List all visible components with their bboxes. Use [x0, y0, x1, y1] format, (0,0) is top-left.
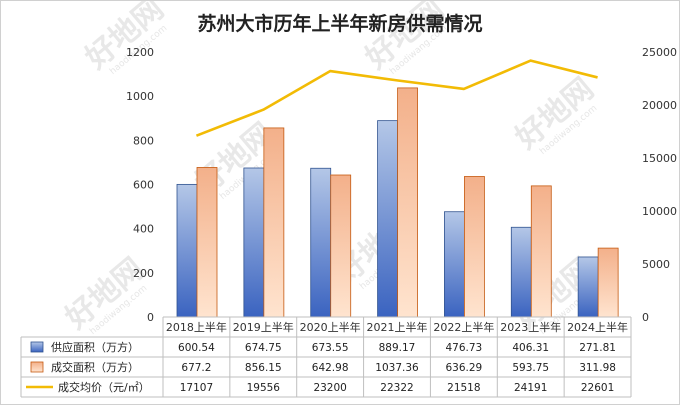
bar-transaction-6 [598, 248, 618, 317]
table-cell-0-3: 889.17 [379, 342, 416, 354]
table-cell-1-1: 856.15 [245, 362, 282, 374]
table-cell-2-1: 19556 [247, 382, 281, 394]
table-cell-1-6: 311.98 [579, 362, 616, 374]
bar-transaction-0 [197, 167, 217, 317]
left-axis-tick-600: 600 [133, 179, 154, 192]
bar-supply-6 [578, 257, 598, 317]
right-axis-tick-5000: 5000 [642, 258, 670, 271]
right-axis-tick-25000: 25000 [642, 46, 677, 59]
table-cell-0-2: 673.55 [312, 342, 349, 354]
legend-key-1 [31, 362, 43, 372]
table-cell-1-4: 636.29 [445, 362, 482, 374]
bar-transaction-5 [531, 186, 551, 317]
right-axis: 0 5000 10000 15000 20000 25000 [642, 46, 677, 324]
bar-supply-5 [511, 227, 531, 317]
table-cell-0-1: 674.75 [245, 342, 282, 354]
bar-supply-4 [444, 212, 464, 317]
data-table: 2018上半年 2019上半年 2020上半年 2021上半年 2022上半年 2023上… [21, 317, 631, 397]
table-cell-2-2: 23200 [313, 382, 346, 394]
category-label-1: 2019上半年 [233, 320, 294, 334]
table-cell-2-4: 21518 [447, 382, 480, 394]
table-cell-1-2: 642.98 [312, 362, 349, 374]
category-label-4: 2022上半年 [433, 320, 494, 334]
bar-supply-2 [311, 168, 331, 317]
left-axis-tick-1200: 1200 [126, 46, 154, 59]
table-cell-1-5: 593.75 [512, 362, 549, 374]
bar-transaction-1 [264, 128, 284, 317]
left-axis-tick-400: 400 [133, 223, 154, 236]
legend-key-0 [31, 342, 43, 352]
category-label-0: 2018上半年 [166, 320, 227, 334]
category-label-3: 2021上半年 [367, 320, 428, 334]
chart-title: 苏州大市历年上半年新房供需情况 [197, 12, 482, 35]
bar-transaction-3 [398, 88, 418, 317]
left-axis-tick-800: 800 [133, 134, 154, 147]
table-cell-0-4: 476.73 [445, 342, 482, 354]
table-cell-2-6: 22601 [581, 382, 614, 394]
table-cell-1-3: 1037.36 [375, 362, 419, 374]
bar-supply-0 [177, 184, 197, 317]
bar-supply-1 [244, 168, 264, 317]
table-cell-2-5: 24191 [514, 382, 547, 394]
left-axis-tick-1000: 1000 [126, 90, 154, 103]
table-cell-0-6: 271.81 [579, 342, 616, 354]
table-cell-2-0: 17107 [180, 382, 213, 394]
bar-transaction-4 [464, 176, 484, 317]
legend-label-0: 供应面积（万方） [51, 340, 139, 354]
right-axis-tick-20000: 20000 [642, 99, 677, 112]
bar-transaction-2 [331, 175, 351, 317]
legend-label-2: 成交均价（元/㎡） [58, 380, 150, 394]
right-axis-tick-0: 0 [642, 311, 649, 324]
category-label-2: 2020上半年 [300, 320, 361, 334]
category-label-5: 2023上半年 [500, 320, 561, 334]
right-axis-tick-10000: 10000 [642, 205, 677, 218]
left-axis-tick-0: 0 [147, 311, 154, 324]
right-axis-tick-15000: 15000 [642, 152, 677, 165]
table-cell-2-3: 22322 [380, 382, 413, 394]
table-cell-1-0: 677.2 [181, 362, 211, 374]
left-axis-tick-200: 200 [133, 267, 154, 280]
category-label-6: 2024上半年 [567, 320, 628, 334]
table-cell-0-0: 600.54 [178, 342, 215, 354]
table-cell-0-5: 406.31 [512, 342, 549, 354]
bar-supply-3 [378, 121, 398, 317]
legend-label-1: 成交面积（万方） [51, 360, 139, 374]
